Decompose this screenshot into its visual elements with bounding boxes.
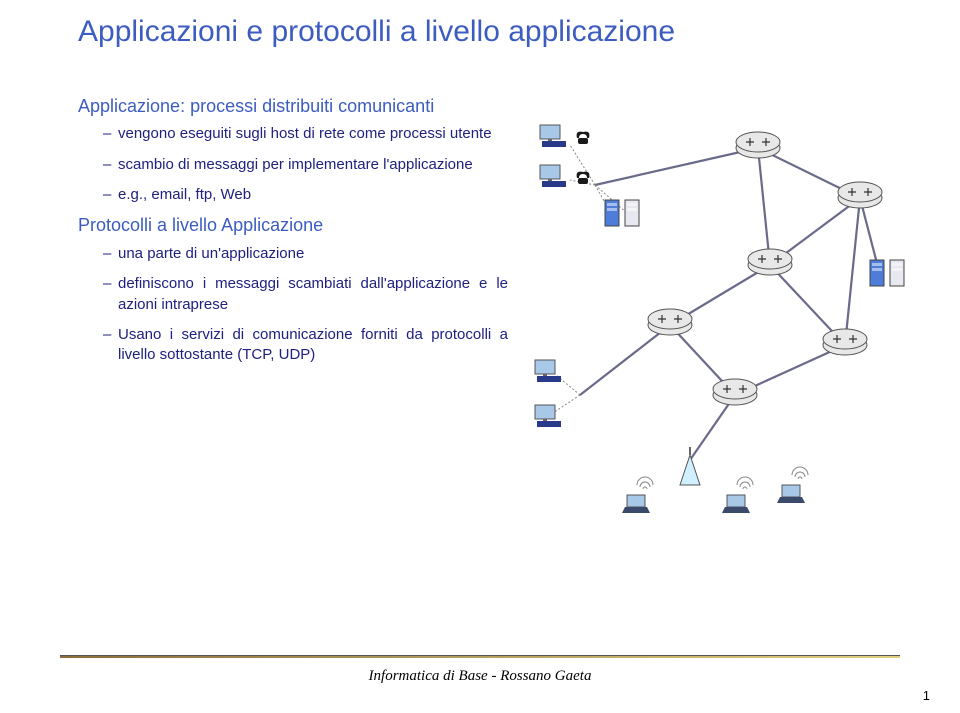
bullet-item: scambio di messaggi per implementare l'a… xyxy=(103,155,508,175)
content-body: Applicazione: processi distribuiti comun… xyxy=(78,95,508,375)
page-number: 1 xyxy=(923,688,930,703)
section1-heading: Applicazione: processi distribuiti comun… xyxy=(78,95,508,118)
bullet-item: e.g., email, ftp, Web xyxy=(103,185,508,205)
footer-text: Informatica di Base - Rossano Gaeta xyxy=(0,668,960,685)
network-diagram xyxy=(520,100,930,540)
footer-divider xyxy=(60,655,900,658)
bullet-item: vengono eseguiti sugli host di rete come… xyxy=(103,124,508,144)
heading1-part2: processi distribuiti comunicanti xyxy=(190,96,434,116)
heading1-part1: Applicazione: xyxy=(78,96,185,116)
section2-bullets: una parte di un'applicazione definiscono… xyxy=(103,244,508,365)
section2-heading: Protocolli a livello Applicazione xyxy=(78,215,508,236)
slide-title: Applicazioni e protocolli a livello appl… xyxy=(78,15,675,49)
bullet-item: una parte di un'applicazione xyxy=(103,244,508,264)
bullet-item: definiscono i messaggi scambiati dall'ap… xyxy=(103,274,508,315)
bullet-item: Usano i servizi di comunicazione forniti… xyxy=(103,325,508,366)
section1-bullets: vengono eseguiti sugli host di rete come… xyxy=(103,124,508,205)
